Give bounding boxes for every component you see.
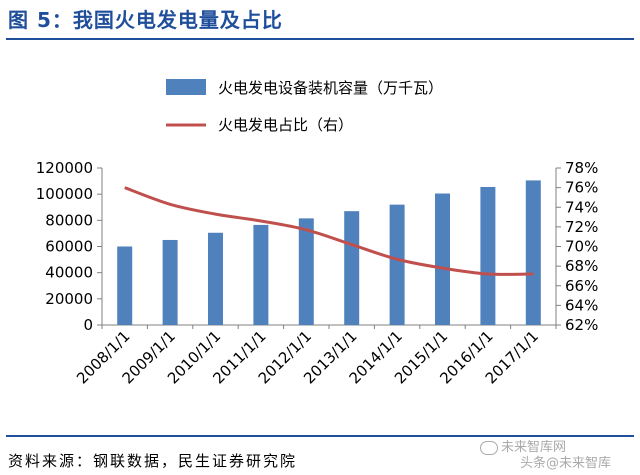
bottom-divider xyxy=(6,435,634,437)
legend-bar-swatch xyxy=(166,79,206,95)
bar xyxy=(162,239,178,325)
right-tick-label: 76% xyxy=(565,179,598,197)
bar xyxy=(298,218,314,325)
watermark: 未来智库网 头条@未来智库 xyxy=(480,440,611,472)
x-axis-ticks: 2008/1/12009/1/12010/1/12011/1/12012/1/1… xyxy=(73,325,557,387)
left-tick-label: 0 xyxy=(83,316,93,334)
right-tick-label: 72% xyxy=(565,218,598,236)
left-tick-label: 120000 xyxy=(36,159,93,177)
left-tick-label: 20000 xyxy=(45,290,93,308)
watermark-line2: 头条@未来智库 xyxy=(520,456,612,471)
bar-series xyxy=(117,180,541,325)
wechat-icon xyxy=(480,440,498,455)
source-note: 资料来源：钢联数据，民生证券研究院 xyxy=(8,452,298,470)
figure-title: 图 5：我国火电发电量及占比 xyxy=(8,8,283,32)
bar xyxy=(435,193,450,325)
right-tick-label: 74% xyxy=(565,198,598,216)
watermark-line1: 未来智库网 xyxy=(501,440,567,455)
chart: 火电发电设备装机容量（万千瓦） 火电发电占比（右） 0 20000 40000 600… xyxy=(36,79,598,387)
legend-line-label: 火电发电占比（右） xyxy=(218,116,353,134)
bar xyxy=(117,246,133,325)
right-tick-label: 70% xyxy=(565,238,598,256)
legend-bar-label: 火电发电设备装机容量（万千瓦） xyxy=(218,79,443,97)
bar xyxy=(208,232,223,325)
bar xyxy=(389,204,405,325)
bar xyxy=(253,224,269,325)
line-path xyxy=(124,186,534,276)
right-tick-label: 78% xyxy=(565,159,598,177)
left-tick-label: 100000 xyxy=(36,185,93,203)
right-tick-label: 62% xyxy=(565,316,598,334)
left-tick-label: 80000 xyxy=(45,211,93,229)
left-tick-label: 40000 xyxy=(45,264,93,282)
title-divider xyxy=(6,38,634,40)
bar xyxy=(344,211,360,325)
right-tick-label: 68% xyxy=(565,257,598,275)
right-tick-label: 66% xyxy=(565,277,598,295)
left-tick-label: 60000 xyxy=(45,238,93,256)
bar xyxy=(525,180,541,325)
right-tick-label: 64% xyxy=(565,296,598,314)
right-axis-ticks: 62% 64%66% 68%70% 72% 74%76% 78% xyxy=(556,159,598,334)
bar xyxy=(480,186,496,325)
left-axis-ticks: 0 20000 40000 60000 80000 100000 120000 xyxy=(36,159,102,334)
legend: 火电发电设备装机容量（万千瓦） 火电发电占比（右） xyxy=(166,79,443,134)
line-series xyxy=(124,186,534,276)
